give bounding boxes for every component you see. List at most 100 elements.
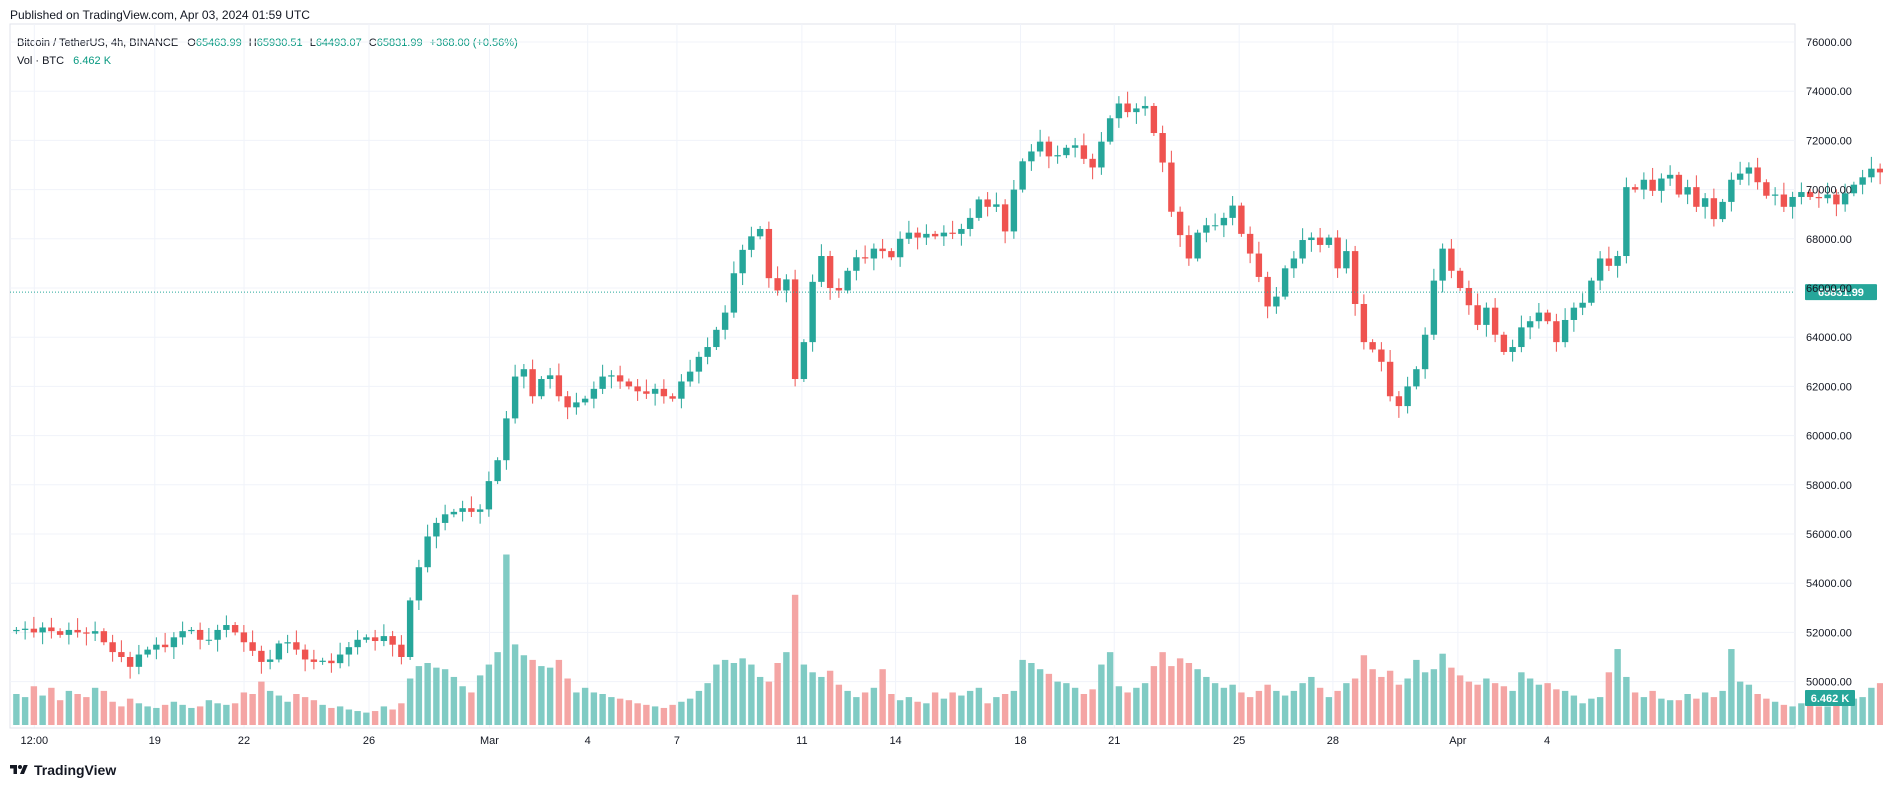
- candle-body: [669, 396, 676, 399]
- volume-bar: [1561, 690, 1569, 725]
- volume-bar: [1098, 664, 1105, 725]
- candle-body: [21, 628, 29, 630]
- tradingview-logo[interactable]: TradingView: [10, 762, 116, 778]
- volume-bar: [161, 704, 169, 725]
- candle-body: [800, 342, 808, 380]
- candle-body: [223, 625, 230, 630]
- volume-bar: [1229, 684, 1236, 725]
- volume-bar: [83, 697, 90, 725]
- candle-body: [555, 375, 563, 397]
- candle-body: [888, 251, 895, 258]
- candle-body: [1719, 201, 1726, 220]
- candle-body: [940, 232, 948, 237]
- volume-bar: [1868, 687, 1875, 725]
- volume-bar: [433, 667, 440, 725]
- volume-bar: [293, 694, 300, 725]
- ohlc-row: Bitcoin / TetherUS, 4h, BINANCE O65463.9…: [17, 34, 518, 52]
- candle-body: [1273, 296, 1280, 307]
- candle-body: [240, 632, 248, 643]
- candle-body: [485, 481, 493, 510]
- candle-body: [266, 659, 274, 662]
- y-tick-label: 50000.00: [1806, 677, 1852, 689]
- volume-bar: [861, 692, 869, 725]
- volume-bar: [100, 690, 108, 725]
- candle-body: [1631, 187, 1639, 190]
- x-tick-label: 4: [1544, 735, 1550, 747]
- volume-bar: [301, 697, 309, 725]
- candle-body: [529, 369, 536, 397]
- symbol-label: Bitcoin / TetherUS, 4h, BINANCE: [17, 37, 179, 49]
- volume-bar: [1273, 690, 1280, 725]
- candle-body: [1413, 369, 1420, 387]
- candle-body: [651, 388, 659, 394]
- volume-bar: [118, 706, 125, 725]
- candle-body: [791, 279, 799, 380]
- candle-body: [993, 204, 1000, 207]
- candle-body: [118, 652, 125, 657]
- chart-legend: Bitcoin / TetherUS, 4h, BINANCE O65463.9…: [17, 34, 518, 70]
- volume-bar: [888, 694, 895, 725]
- volume-bar: [931, 692, 939, 725]
- volume-bar: [1045, 673, 1053, 725]
- volume-bar: [1238, 692, 1245, 725]
- volume-bar: [1701, 692, 1709, 725]
- volume-bar: [1815, 706, 1823, 725]
- volume-bar: [1351, 678, 1359, 725]
- candle-body: [1500, 334, 1508, 352]
- volume-bar: [21, 697, 29, 725]
- volume-bar: [494, 652, 501, 725]
- volume-bar: [958, 695, 965, 725]
- candle-body: [1404, 386, 1411, 407]
- candle-body: [1421, 334, 1429, 370]
- volume-bar: [1850, 698, 1858, 725]
- x-tick-label: Apr: [1449, 735, 1466, 747]
- volume-bar: [1474, 684, 1481, 725]
- volume-bar: [1001, 694, 1009, 725]
- volume-bar: [1754, 694, 1761, 725]
- candle-body: [1798, 192, 1805, 197]
- candle-body: [739, 249, 746, 274]
- candle-body: [1465, 288, 1473, 306]
- volume-bar: [669, 704, 676, 725]
- candle-body: [13, 629, 20, 632]
- candle-body: [1290, 258, 1298, 269]
- volume-bar: [1028, 663, 1035, 725]
- candle-body: [56, 631, 64, 635]
- volume-bar: [170, 701, 178, 725]
- volume-bar: [1649, 690, 1656, 725]
- candle-body: [310, 659, 318, 662]
- candle-body: [678, 381, 685, 399]
- volume-bar: [660, 707, 668, 725]
- volume-bar: [39, 695, 46, 725]
- candle-body: [1001, 204, 1009, 232]
- volume-bar: [319, 704, 326, 725]
- volume-bar: [1159, 652, 1166, 725]
- x-tick-label: 11: [796, 735, 807, 747]
- volume-bar: [1063, 683, 1070, 725]
- volume-bar: [441, 669, 449, 725]
- volume-bar: [450, 676, 458, 725]
- volume-bar: [1640, 697, 1648, 725]
- y-tick-label: 52000.00: [1806, 627, 1852, 639]
- volume-bar: [1623, 676, 1630, 725]
- volume-bar: [581, 687, 589, 725]
- candle-body: [931, 233, 939, 237]
- volume-bar: [940, 698, 948, 725]
- y-tick-label: 70000.00: [1806, 185, 1852, 197]
- candle-body: [1045, 141, 1053, 157]
- candle-body: [1019, 161, 1026, 190]
- volume-bar: [914, 701, 921, 725]
- x-tick-label: 4: [585, 735, 591, 747]
- volume-bar: [30, 686, 38, 725]
- candle-body: [861, 257, 869, 259]
- candle-body: [1544, 312, 1551, 322]
- volume-bar: [1124, 692, 1131, 725]
- volume-bar: [590, 692, 598, 725]
- candle-body: [914, 232, 921, 238]
- volume-bar: [1308, 676, 1315, 725]
- volume-bar: [966, 690, 974, 725]
- candle-body: [511, 376, 519, 419]
- candle-body: [126, 657, 134, 667]
- candle-body: [1456, 270, 1464, 288]
